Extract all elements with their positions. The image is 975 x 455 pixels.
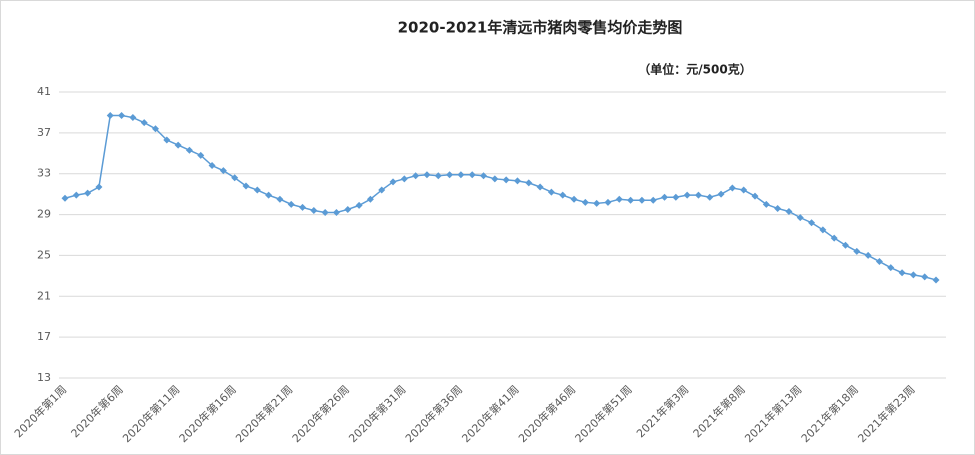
marker <box>627 196 635 204</box>
marker <box>717 190 725 198</box>
marker <box>446 171 454 179</box>
marker <box>185 146 193 154</box>
marker <box>887 264 895 272</box>
marker <box>921 273 929 281</box>
marker <box>389 178 397 186</box>
y-tick-label: 41 <box>37 85 51 98</box>
marker <box>197 151 205 159</box>
marker <box>208 162 216 170</box>
marker <box>683 191 691 199</box>
marker <box>694 191 702 199</box>
marker <box>672 193 680 201</box>
marker <box>174 141 182 149</box>
y-tick-label: 29 <box>37 208 51 221</box>
marker <box>536 183 544 191</box>
marker <box>366 195 374 203</box>
marker <box>480 172 488 180</box>
marker <box>728 184 736 192</box>
marker <box>378 186 386 194</box>
marker <box>661 193 669 201</box>
marker <box>830 234 838 242</box>
marker <box>231 174 239 182</box>
marker <box>299 203 307 211</box>
marker <box>842 241 850 249</box>
marker <box>434 172 442 180</box>
marker <box>344 205 352 213</box>
marker <box>808 219 816 227</box>
marker <box>355 201 363 209</box>
marker <box>796 214 804 222</box>
y-tick-label: 33 <box>37 167 51 180</box>
marker <box>106 111 114 119</box>
marker <box>875 258 883 266</box>
chart-title: 2020-2021年清远市猪肉零售均价走势图 <box>398 19 683 37</box>
marker <box>400 175 408 183</box>
marker <box>423 171 431 179</box>
marker <box>95 183 103 191</box>
marker <box>265 191 273 199</box>
marker <box>502 176 510 184</box>
marker <box>604 198 612 206</box>
marker <box>468 171 476 179</box>
chart-subtitle: （单位：元/500克） <box>638 62 751 77</box>
y-tick-label: 37 <box>37 126 51 139</box>
marker <box>242 182 250 190</box>
marker <box>853 247 861 255</box>
marker <box>513 177 521 185</box>
marker <box>491 175 499 183</box>
marker <box>593 199 601 207</box>
marker <box>321 209 329 217</box>
marker <box>909 271 917 279</box>
marker <box>61 194 69 202</box>
marker <box>581 198 589 206</box>
marker <box>559 191 567 199</box>
marker <box>276 195 284 203</box>
y-tick-label: 25 <box>37 248 51 261</box>
marker <box>898 269 906 277</box>
marker <box>287 200 295 208</box>
marker <box>740 186 748 194</box>
marker <box>412 172 420 180</box>
marker <box>151 125 159 133</box>
marker <box>129 114 137 122</box>
marker <box>84 189 92 197</box>
marker <box>638 196 646 204</box>
marker <box>785 208 793 216</box>
y-tick-label: 13 <box>37 371 51 384</box>
marker <box>864 251 872 259</box>
marker <box>525 179 533 187</box>
marker <box>819 226 827 234</box>
marker <box>751 192 759 200</box>
marker <box>762 200 770 208</box>
marker <box>774 204 782 212</box>
marker <box>457 171 465 179</box>
marker <box>118 111 126 119</box>
marker <box>706 193 714 201</box>
marker <box>547 188 555 196</box>
marker <box>932 276 940 284</box>
marker <box>649 196 657 204</box>
marker <box>163 136 171 144</box>
marker <box>253 186 261 194</box>
marker <box>72 191 80 199</box>
y-tick-label: 17 <box>37 330 51 343</box>
marker <box>310 206 318 214</box>
marker <box>219 167 227 175</box>
marker <box>570 195 578 203</box>
marker <box>615 195 623 203</box>
y-tick-label: 21 <box>37 289 51 302</box>
marker <box>140 119 148 127</box>
marker <box>332 209 340 217</box>
